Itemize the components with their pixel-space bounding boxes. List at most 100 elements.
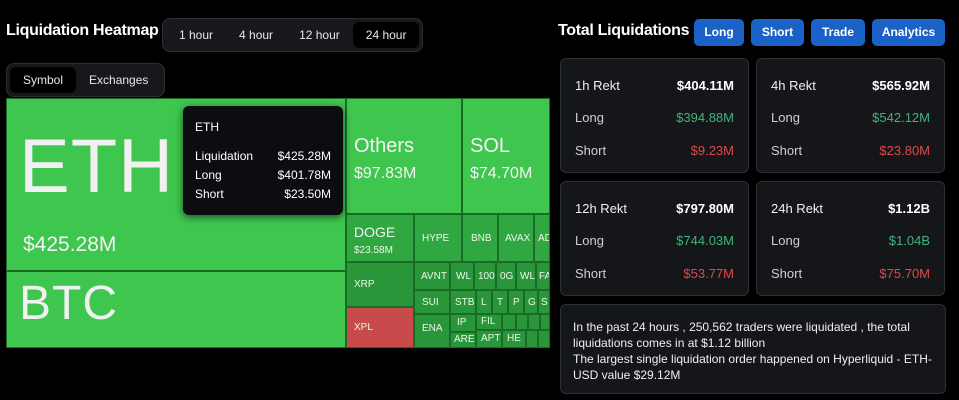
card-long-value: $394.88M	[676, 110, 734, 126]
long-button[interactable]: Long	[694, 19, 744, 46]
card-long-row: Long $744.03M	[575, 225, 734, 258]
tile-stb[interactable]: STB	[450, 290, 476, 314]
card-header: 1h Rekt $404.11M	[575, 69, 734, 102]
tile-doge[interactable]: DOGE $23.58M	[346, 214, 414, 262]
tile-label: FA	[539, 271, 549, 282]
tile-small[interactable]	[526, 330, 538, 348]
card-long-row: Long $394.88M	[575, 102, 734, 135]
tooltip-value: $401.78M	[277, 168, 331, 182]
tile-100[interactable]: 100	[474, 262, 496, 290]
tile-value: $97.83M	[354, 165, 417, 182]
tile-l[interactable]: L	[476, 290, 492, 314]
card-period: 1h Rekt	[575, 77, 620, 93]
time-option-12h[interactable]: 12 hour	[299, 28, 340, 42]
tile-btc[interactable]: BTC	[6, 271, 346, 348]
treemap-tooltip: ETH Liquidation $425.28M Long $401.78M S…	[183, 106, 343, 215]
card-short-label: Short	[575, 265, 607, 281]
analytics-button[interactable]: Analytics	[872, 19, 945, 46]
tile-ada[interactable]: AD	[534, 214, 550, 262]
card-header: 12h Rekt $797.80M	[575, 192, 734, 225]
view-option-exchanges[interactable]: Exchanges	[89, 73, 149, 87]
tile-small[interactable]	[528, 314, 540, 330]
tile-hype[interactable]: HYPE	[414, 214, 462, 262]
tile-fil[interactable]: FIL	[476, 314, 502, 330]
card-short-row: Short $75.70M	[771, 257, 930, 290]
time-option-4h[interactable]: 4 hour	[239, 28, 274, 42]
rekt-card-24h: 24h Rekt $1.12B Long $1.04B Short $75.70…	[756, 181, 945, 296]
view-option-symbol[interactable]: Symbol	[10, 67, 77, 93]
card-short-row: Short $23.80M	[771, 134, 930, 167]
tile-small[interactable]	[516, 314, 528, 330]
card-short-label: Short	[771, 142, 803, 158]
trade-button[interactable]: Trade	[811, 19, 865, 46]
tile-avax[interactable]: AVAX	[498, 214, 534, 262]
tile-bnb[interactable]: BNB	[462, 214, 498, 262]
card-long-value: $542.12M	[872, 110, 930, 126]
tooltip-row-liquidation: Liquidation $425.28M	[195, 147, 331, 166]
tile-avnt[interactable]: AVNT	[414, 262, 450, 290]
tile-value: $23.58M	[354, 245, 393, 256]
tile-value: $425.28M	[23, 233, 117, 256]
tile-0g[interactable]: 0G	[496, 262, 516, 290]
tile-others[interactable]: Others $97.83M	[346, 98, 462, 214]
time-option-1h[interactable]: 1 hour	[179, 28, 214, 42]
tile-label: 0G	[500, 271, 514, 282]
card-period: 4h Rekt	[771, 77, 816, 93]
tile-small[interactable]	[502, 314, 516, 330]
heatmap-title: Liquidation Heatmap	[6, 22, 159, 39]
card-short-label: Short	[771, 265, 803, 281]
tile-label: G	[528, 297, 536, 308]
short-button[interactable]: Short	[751, 19, 804, 46]
tile-small[interactable]	[540, 314, 550, 330]
summary-line-largest-order: The largest single liquidation order hap…	[573, 352, 932, 382]
card-period: 12h Rekt	[575, 200, 628, 216]
card-long-row: Long $1.04B	[771, 225, 930, 258]
tile-label: STB	[455, 297, 475, 308]
tile-label: ENA	[422, 323, 443, 334]
tile-p[interactable]: P	[508, 290, 524, 314]
tile-wl[interactable]: WL	[450, 262, 474, 290]
rekt-card-12h: 12h Rekt $797.80M Long $744.03M Short $5…	[560, 181, 749, 296]
card-header: 4h Rekt $565.92M	[771, 69, 930, 102]
card-long-label: Long	[771, 110, 800, 126]
tile-label: T	[497, 297, 504, 308]
tile-are[interactable]: ARE	[450, 332, 476, 348]
tile-fa[interactable]: FA	[536, 262, 550, 290]
tile-wlfi[interactable]: WL	[516, 262, 536, 290]
tile-he[interactable]: HE	[502, 330, 526, 348]
tile-g[interactable]: G	[524, 290, 538, 314]
tile-label: FIL	[481, 316, 496, 327]
card-total: $565.92M	[872, 77, 930, 93]
tile-label: Others	[354, 135, 415, 157]
tooltip-value: $23.50M	[284, 187, 331, 201]
tile-label: P	[513, 297, 520, 308]
card-total: $404.11M	[676, 77, 734, 93]
time-range-selector: 1 hour 4 hour 12 hour 24 hour	[162, 18, 424, 52]
tile-sol[interactable]: SOL $74.70M	[462, 98, 550, 214]
card-short-row: Short $9.23M	[575, 134, 734, 167]
card-total: $1.12B	[888, 200, 930, 216]
tile-ip[interactable]: IP	[450, 314, 476, 332]
tile-sui[interactable]: SUI	[414, 290, 450, 314]
card-short-value: $23.80M	[879, 142, 930, 158]
tile-label: S	[541, 297, 548, 308]
tooltip-value: $425.28M	[277, 149, 331, 163]
tile-label: AVAX	[505, 233, 531, 244]
tile-xpl[interactable]: XPL	[346, 307, 414, 348]
time-option-24h[interactable]: 24 hour	[352, 22, 420, 48]
tile-label: DOGE	[354, 224, 396, 240]
tile-label: ETH	[19, 124, 174, 209]
card-short-label: Short	[575, 142, 607, 158]
tile-small[interactable]	[538, 330, 550, 348]
tooltip-title: ETH	[195, 120, 219, 134]
card-long-label: Long	[575, 110, 604, 126]
tile-xrp[interactable]: XRP	[346, 262, 414, 307]
liquidation-summary: In the past 24 hours , 250,562 traders w…	[560, 304, 946, 394]
tile-apt[interactable]: APT	[476, 330, 502, 348]
card-short-row: Short $53.77M	[575, 257, 734, 290]
tile-t[interactable]: T	[492, 290, 508, 314]
tile-s[interactable]: S	[538, 290, 550, 314]
tile-label: XRP	[354, 279, 375, 290]
tile-ena[interactable]: ENA	[414, 314, 450, 348]
tile-label: 100	[478, 271, 495, 282]
